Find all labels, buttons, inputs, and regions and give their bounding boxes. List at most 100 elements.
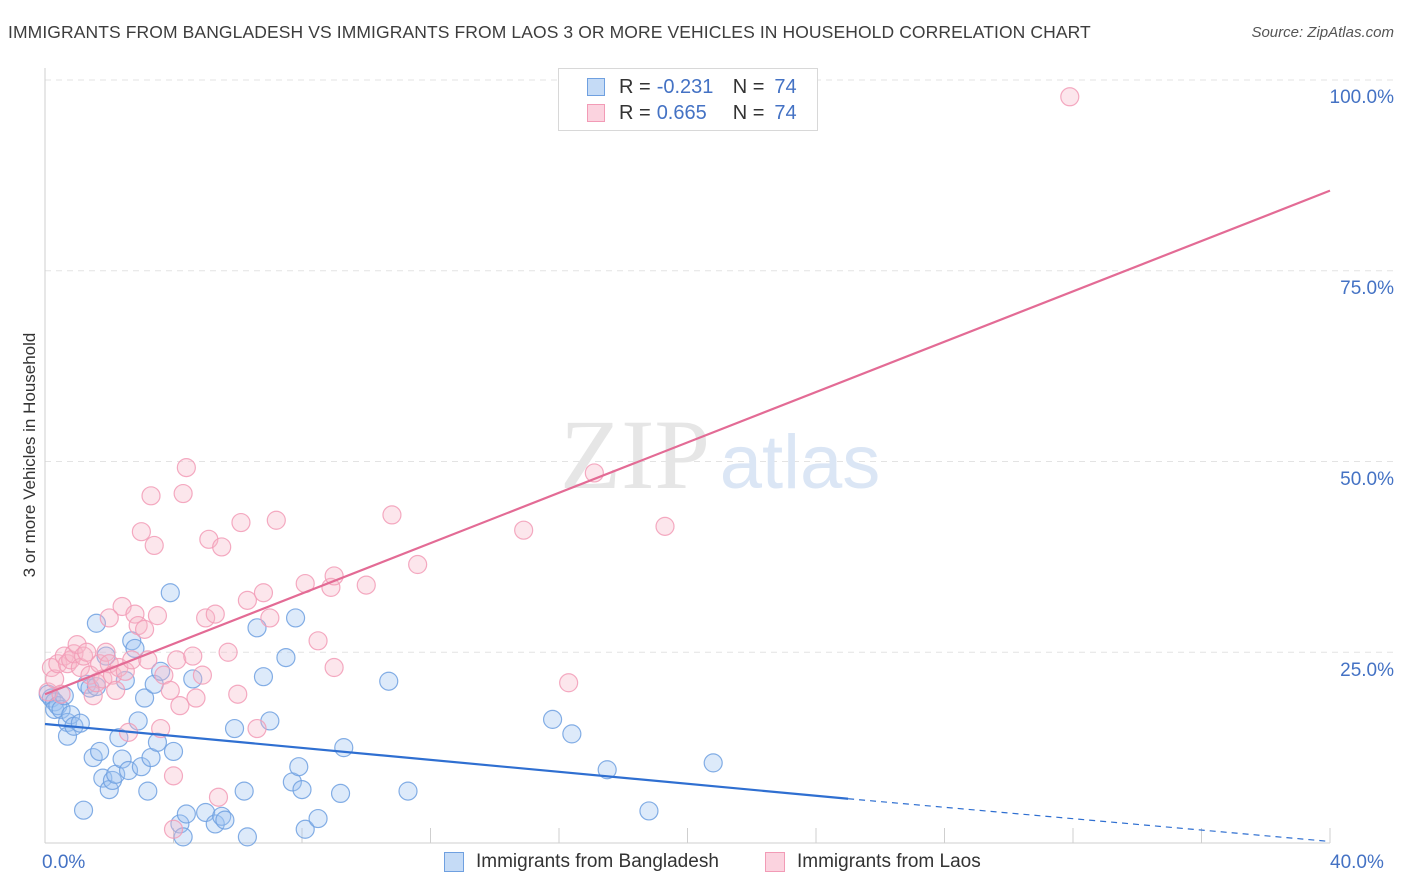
legend-r-value: -0.231 — [656, 75, 714, 98]
point-bangladesh — [224, 718, 245, 739]
legend-item-bangladesh: Immigrants from Bangladesh — [444, 851, 719, 873]
watermark-atlas: atlas — [720, 420, 881, 505]
point-bangladesh — [247, 618, 267, 638]
point-bangladesh — [562, 724, 582, 744]
point-bangladesh — [295, 819, 315, 839]
y-axis-label: 3 or more Vehicles in Household — [20, 332, 39, 578]
point-bangladesh — [118, 760, 139, 781]
point-laos — [228, 684, 248, 704]
point-laos — [408, 554, 428, 575]
legend-label-laos: Immigrants from Laos — [797, 851, 981, 872]
x-tick-min: 0.0% — [42, 852, 86, 873]
point-bangladesh — [138, 781, 158, 801]
y-tick-100: 100.0% — [1329, 87, 1394, 108]
point-laos — [218, 642, 238, 662]
stats-legend: R = -0.231 N = 74 R = 0.665 N = 74 — [558, 68, 818, 131]
point-laos — [324, 566, 344, 586]
point-laos — [260, 608, 280, 628]
point-bangladesh — [90, 741, 110, 762]
legend-swatch-laos — [587, 104, 605, 122]
legend-r-label: R = — [619, 75, 651, 98]
point-laos — [67, 635, 87, 655]
point-bangladesh — [173, 827, 193, 847]
point-laos — [205, 604, 225, 624]
y-tick-75: 75.0% — [1340, 278, 1394, 299]
point-bangladesh — [703, 753, 723, 773]
point-laos — [151, 718, 171, 739]
point-bangladesh — [109, 728, 129, 748]
trend-line-laos — [44, 189, 1331, 696]
point-laos — [324, 657, 344, 678]
legend-swatch-bangladesh — [587, 78, 605, 96]
axes — [44, 68, 1331, 844]
point-laos — [131, 522, 151, 542]
point-laos — [192, 665, 213, 685]
point-laos — [134, 619, 155, 639]
point-laos — [186, 688, 206, 708]
point-laos — [163, 766, 184, 786]
watermark-zip: ZIP — [560, 399, 710, 510]
legend-item-laos: Immigrants from Laos — [765, 851, 981, 873]
chart-title: IMMIGRANTS FROM BANGLADESH VS IMMIGRANTS… — [8, 22, 1091, 42]
point-laos — [1060, 87, 1080, 107]
legend-swatch-laos — [765, 852, 785, 872]
point-laos — [176, 458, 196, 478]
point-laos — [160, 680, 180, 701]
point-laos — [77, 642, 97, 662]
point-bangladesh — [215, 810, 235, 830]
point-laos — [170, 696, 190, 716]
point-laos — [183, 646, 203, 666]
point-laos — [237, 590, 257, 610]
point-laos — [173, 483, 193, 504]
point-bangladesh — [639, 801, 659, 821]
point-laos — [356, 575, 376, 595]
watermark: ZIP atlas — [560, 399, 880, 510]
point-bangladesh — [292, 779, 312, 800]
point-laos — [96, 642, 116, 662]
point-laos — [144, 535, 164, 556]
point-bangladesh — [205, 814, 225, 834]
point-bangladesh — [379, 671, 399, 691]
y-tick-25: 25.0% — [1340, 660, 1394, 681]
point-bangladesh — [253, 667, 274, 687]
point-bangladesh — [398, 781, 418, 801]
point-bangladesh — [163, 741, 184, 762]
legend-r-label: R = — [619, 101, 651, 124]
point-laos — [212, 537, 232, 557]
point-bangladesh — [597, 760, 617, 780]
legend-n-label: N = — [732, 101, 765, 124]
point-bangladesh — [176, 804, 196, 824]
legend-r-value: 0.665 — [656, 101, 707, 124]
point-bangladesh — [542, 709, 563, 729]
point-laos — [655, 516, 675, 536]
legend-row-laos: R = 0.665 N = 74 — [559, 100, 797, 126]
point-bangladesh — [160, 583, 180, 603]
legend-n-value: 74 — [774, 101, 797, 124]
point-laos — [208, 787, 229, 807]
legend-n-label: N = — [732, 75, 765, 98]
point-bangladesh — [183, 669, 203, 689]
point-laos — [559, 673, 579, 693]
point-laos — [167, 650, 187, 670]
point-laos — [163, 819, 184, 839]
y-tick-50: 50.0% — [1340, 469, 1394, 490]
point-laos — [196, 608, 216, 628]
point-bangladesh — [276, 647, 296, 668]
point-laos — [308, 631, 328, 651]
point-bangladesh — [57, 726, 78, 746]
series-legend: Immigrants from Bangladesh Immigrants fr… — [0, 851, 1406, 879]
gridlines — [45, 79, 1395, 653]
point-laos — [141, 486, 161, 506]
point-bangladesh — [334, 738, 354, 758]
point-laos — [247, 718, 267, 739]
legend-swatch-bangladesh — [444, 852, 464, 872]
point-bangladesh — [73, 800, 94, 820]
point-laos — [266, 510, 286, 530]
point-laos — [106, 680, 126, 701]
point-bangladesh — [289, 757, 309, 777]
point-bangladesh — [330, 783, 351, 804]
point-bangladesh — [134, 688, 155, 708]
point-laos — [514, 520, 534, 540]
x-tick-max: 40.0% — [1330, 852, 1384, 873]
